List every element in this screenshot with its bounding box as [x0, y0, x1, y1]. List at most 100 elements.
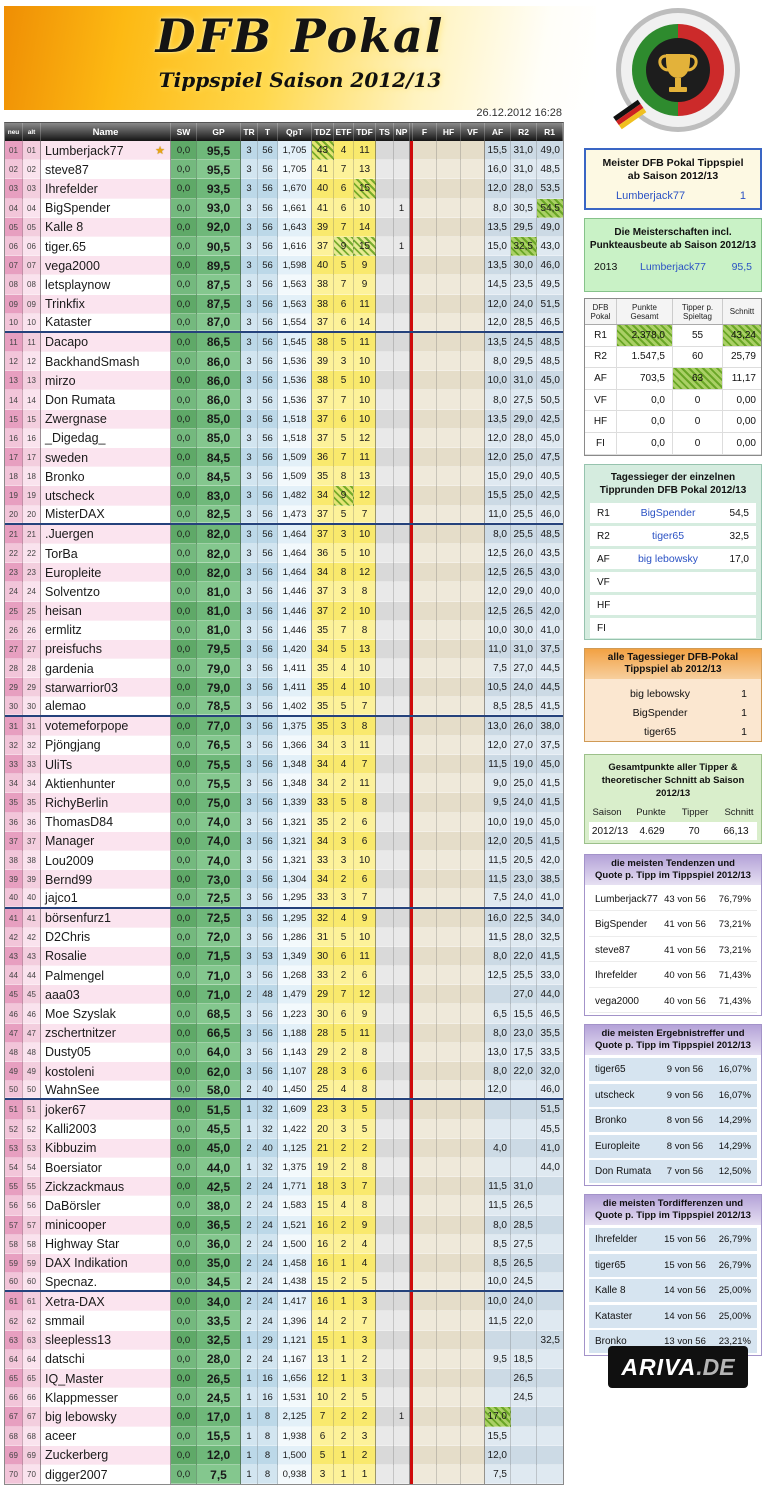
cell-np [394, 755, 410, 775]
cell-t: 48 [258, 985, 278, 1005]
cell-hf [437, 870, 461, 890]
cell-r1: 45,0 [537, 371, 563, 391]
cell-af [485, 1330, 511, 1350]
cell-hf [437, 1042, 461, 1062]
stat-round-label: R2 [585, 346, 617, 368]
round-stats-row: R2 1.547,5 60 25,79 [585, 346, 761, 369]
quote-row: tiger65 15 von 56 26,79% [589, 1253, 757, 1277]
cell-qpt: 1,479 [278, 985, 312, 1005]
round-separator-line [410, 1311, 413, 1331]
cell-ts [376, 601, 394, 621]
cell-np [394, 1196, 410, 1216]
cell-alt: 56 [23, 1196, 41, 1216]
round-separator-line [410, 1330, 413, 1350]
cell-f [413, 1311, 437, 1331]
table-row: 12 12 BackhandSmash 0,0 86,0 3 56 1,536 39 3 10 8,0… [5, 352, 563, 372]
round-separator-line [410, 1388, 413, 1408]
cell-etf: 7 [334, 620, 354, 640]
cell-hf [437, 1292, 461, 1312]
cell-np [394, 563, 410, 583]
cell-t: 56 [258, 1023, 278, 1043]
gesamtpunkte-box: Gesamtpunkte aller Tipper & theoretische… [584, 754, 762, 844]
cell-af: 16,0 [485, 908, 511, 928]
cell-af: 12,5 [485, 543, 511, 564]
cell-neu: 23 [5, 563, 23, 583]
cell-np [394, 1157, 410, 1178]
cell-gp: 75,5 [197, 774, 241, 794]
hit-quote: 16,07% [718, 1064, 751, 1075]
cell-r1: 41,5 [537, 774, 563, 794]
ariva-logo[interactable]: ARIVA .DE [608, 1346, 748, 1388]
cell-vf [461, 141, 485, 161]
cell-np [394, 524, 410, 544]
cell-r2: 31,0 [511, 160, 537, 180]
cell-tr: 3 [241, 659, 258, 679]
alle-tagessieger-box: alle Tagessieger DFB-Pokal Tippspiel ab … [584, 648, 762, 742]
cell-t: 56 [258, 428, 278, 448]
round-separator-line [410, 1119, 413, 1139]
cell-tdz: 37 [312, 313, 334, 331]
round-separator-line [410, 1004, 413, 1024]
cell-ts [376, 639, 394, 660]
cell-hf [437, 1081, 461, 1099]
hit-quote: 76,79% [718, 893, 751, 905]
cell-hf [437, 294, 461, 314]
round-separator-line [410, 908, 413, 928]
meister-box-title-line2: ab Saison 2012/13 [627, 170, 719, 182]
stat-round-label: R1 [585, 325, 617, 346]
cell-tdf: 9 [354, 908, 376, 928]
cell-neu: 15 [5, 409, 23, 429]
tordifferenzen-title-line1: die meisten Tordifferenzen und [602, 1198, 744, 1209]
cell-tr: 3 [241, 428, 258, 448]
cell-ts [376, 735, 394, 755]
round-stats-row: HF 0,0 0 0,00 [585, 411, 761, 433]
table-row: 64 64 datschi 0,0 28,0 2 24 1,167 13 1 2 9,5 18,5 [5, 1349, 563, 1369]
cell-vf [461, 467, 485, 487]
cell-name: Aktienhunter [41, 774, 171, 794]
cell-etf: 9 [334, 236, 354, 257]
cell-r1 [537, 1349, 563, 1369]
table-row: 61 61 Xetra-DAX 0,0 34,0 2 24 1,417 16 1 3 10,0 24,0 [5, 1292, 563, 1312]
cell-af: 17,0 [485, 1407, 511, 1427]
cell-alt: 52 [23, 1119, 41, 1139]
cell-ts [376, 908, 394, 928]
cell-tdf: 13 [354, 160, 376, 180]
cell-qpt: 1,656 [278, 1369, 312, 1389]
cell-f [413, 755, 437, 775]
cell-tdf: 2 [354, 1445, 376, 1465]
cell-sw: 0,0 [171, 1234, 197, 1254]
table-row: 08 08 letsplaynow 0,0 87,5 3 56 1,563 38 7 9 14,5 23… [5, 275, 563, 295]
cell-r1 [537, 1407, 563, 1427]
hit-count: 13 von 56 [664, 1336, 706, 1347]
cell-r2: 24,0 [511, 1292, 537, 1312]
round-stats-header-points: Punkte Gesamt [617, 299, 673, 324]
winner-points: 17,0 [729, 553, 749, 565]
cell-ts [376, 927, 394, 947]
table-row: 60 60 Specnaz. 0,0 34,5 2 24 1,438 15 2 5 10,0 24,5 [5, 1273, 563, 1293]
cell-af: 13,0 [485, 1042, 511, 1062]
cell-vf [461, 1100, 485, 1120]
round-separator-line [410, 313, 413, 331]
cell-tdz: 34 [312, 774, 334, 794]
tipper-name: tiger65 [595, 1064, 626, 1075]
stat-schnitt: 11,17 [731, 372, 756, 384]
cell-r1: 32,5 [537, 1330, 563, 1350]
cell-vf [461, 1349, 485, 1369]
cell-np [394, 1388, 410, 1408]
cell-tdz: 41 [312, 198, 334, 218]
cell-name: Manager [41, 831, 171, 851]
cell-tr: 3 [241, 735, 258, 755]
cell-f [413, 275, 437, 295]
cell-name: digger2007 [41, 1464, 171, 1485]
cell-gp: 12,0 [197, 1445, 241, 1465]
cell-r2: 22,0 [511, 1062, 537, 1082]
cell-neu: 39 [5, 870, 23, 890]
cell-af: 10,0 [485, 620, 511, 640]
cell-gp: 75,5 [197, 755, 241, 775]
cell-vf [461, 505, 485, 523]
cell-qpt: 1,536 [278, 390, 312, 410]
meister-box: Meister DFB Pokal Tippspiel ab Saison 20… [584, 148, 762, 210]
cell-tr: 1 [241, 1100, 258, 1120]
table-row: 43 43 Rosalie 0,0 71,5 3 53 1,349 30 6 11 8,0 22,0 41… [5, 946, 563, 967]
